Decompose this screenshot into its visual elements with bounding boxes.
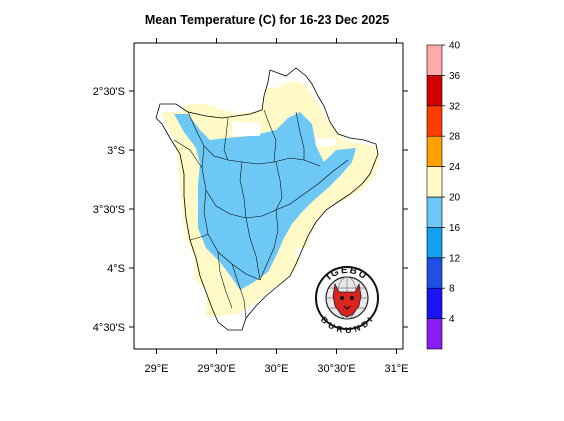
x-tick-label: 30°E <box>265 363 289 375</box>
colorbar-label: 32 <box>449 101 461 112</box>
province-boundaries <box>173 109 349 319</box>
colorbar-swatch <box>426 75 443 107</box>
y-tick-label: 4°30'S <box>93 322 125 334</box>
colorbar-swatch <box>426 105 443 137</box>
y-tick-label: 3°S <box>107 145 125 157</box>
colorbar-label: 4 <box>449 314 455 325</box>
colorbar-swatch <box>426 166 443 198</box>
x-tick-label: 30°30'E <box>317 363 355 375</box>
x-tick-label: 29°30'E <box>197 363 235 375</box>
colorbar-label: 28 <box>449 132 461 143</box>
y-tick-label: 2°30'S <box>93 86 125 98</box>
colorbar: 4 8 12 16 20 24 28 32 36 40 <box>426 41 461 350</box>
colorbar-label: 24 <box>449 162 461 173</box>
colorbar-label: 16 <box>449 223 461 234</box>
colorbar-swatch <box>426 44 443 76</box>
no-data-patches <box>232 122 336 258</box>
logo-top-text: IGEBU <box>324 265 368 283</box>
map-plot-area: IGEBU BURUNDI <box>133 42 404 350</box>
map-title: Mean Temperature (C) for 16-23 Dec 2025 <box>144 13 390 27</box>
igebu-logo: IGEBU BURUNDI <box>315 265 379 335</box>
svg-text:IGEBU: IGEBU <box>324 265 369 283</box>
colorbar-swatch <box>426 257 443 289</box>
colorbar-label: 20 <box>449 193 461 204</box>
colorbar-label: 40 <box>449 41 461 52</box>
colorbar-label: 36 <box>449 71 461 82</box>
x-axis: 29°E 29°30'E 30°E 30°30'E 31°E <box>145 38 409 375</box>
y-tick-label: 4°S <box>107 263 125 275</box>
temp-band-16-20 <box>174 112 356 290</box>
colorbar-swatch <box>426 135 443 167</box>
colorbar-swatch <box>426 227 443 259</box>
colorbar-swatch <box>426 196 443 228</box>
colorbar-label: 12 <box>449 253 461 264</box>
x-tick-label: 29°E <box>145 363 169 375</box>
leopard-head-icon <box>332 282 362 318</box>
colorbar-swatch <box>426 318 443 350</box>
plot-frame <box>133 42 404 350</box>
colorbar-label: 8 <box>449 284 455 295</box>
y-axis: 2°30'S 3°S 3°30'S 4°S 4°30'S <box>93 86 408 334</box>
y-tick-label: 3°30'S <box>93 204 125 216</box>
colorbar-swatch <box>426 287 443 319</box>
x-tick-label: 31°E <box>385 363 409 375</box>
country-border <box>155 67 379 331</box>
